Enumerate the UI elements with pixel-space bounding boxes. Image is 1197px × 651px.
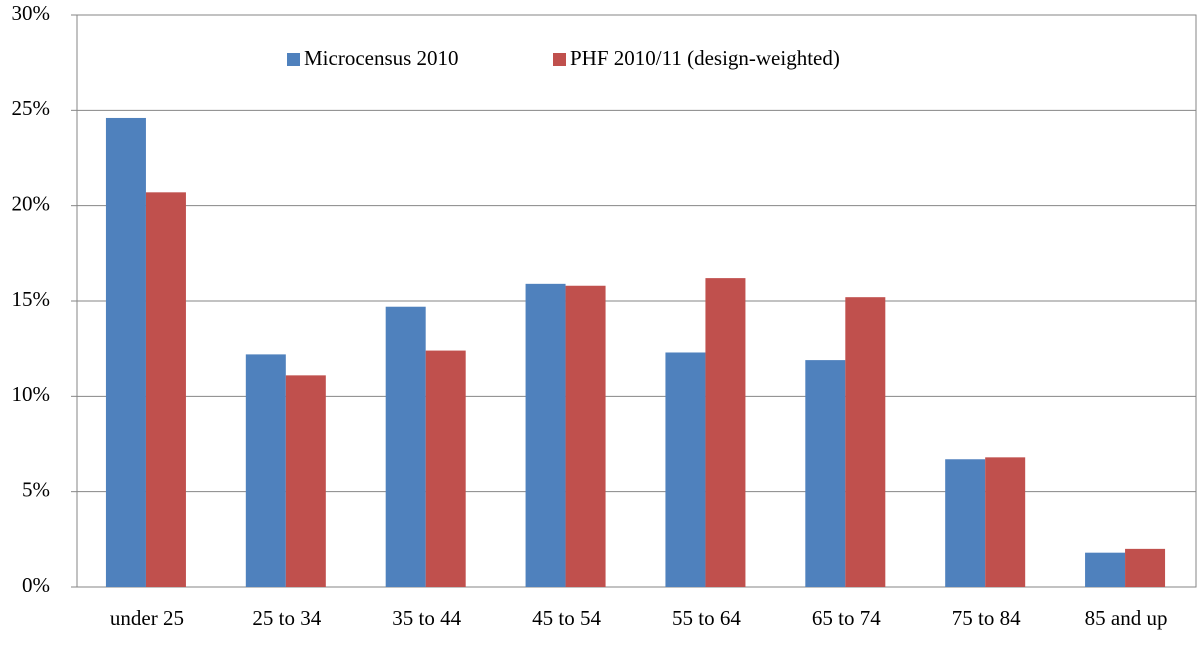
x-tick-label: 65 to 74 <box>812 606 881 630</box>
y-tick-label: 5% <box>22 477 50 501</box>
bar <box>705 278 746 587</box>
x-tick-label: 25 to 34 <box>252 606 321 630</box>
x-tick-label: 85 and up <box>1085 606 1168 630</box>
x-tick-label: under 25 <box>110 606 184 630</box>
y-tick-label: 0% <box>22 573 50 597</box>
legend-label: Microcensus 2010 <box>304 46 459 70</box>
bar <box>665 352 706 587</box>
bar <box>105 117 146 588</box>
y-tick-label: 30% <box>12 1 51 25</box>
bar <box>425 350 466 587</box>
bar <box>385 306 426 587</box>
bar <box>945 459 986 587</box>
bar <box>845 297 886 587</box>
legend-swatch <box>287 53 300 66</box>
bar <box>805 360 846 587</box>
bar <box>245 354 286 587</box>
x-tick-label: 55 to 64 <box>672 606 741 630</box>
y-tick-label: 25% <box>12 96 51 120</box>
y-tick-label: 15% <box>12 287 51 311</box>
x-tick-label: 75 to 84 <box>952 606 1021 630</box>
legend-swatch <box>553 53 566 66</box>
x-tick-label: 35 to 44 <box>392 606 461 630</box>
bar <box>985 457 1026 587</box>
x-tick-label: 45 to 54 <box>532 606 601 630</box>
bar <box>1125 548 1166 587</box>
bar <box>565 285 606 587</box>
y-tick-label: 10% <box>12 382 51 406</box>
y-tick-label: 20% <box>12 191 51 215</box>
bar <box>285 375 326 587</box>
bar <box>525 283 566 587</box>
bar <box>1085 552 1126 587</box>
legend-label: PHF 2010/11 (design-weighted) <box>570 46 840 70</box>
bar <box>145 192 186 587</box>
